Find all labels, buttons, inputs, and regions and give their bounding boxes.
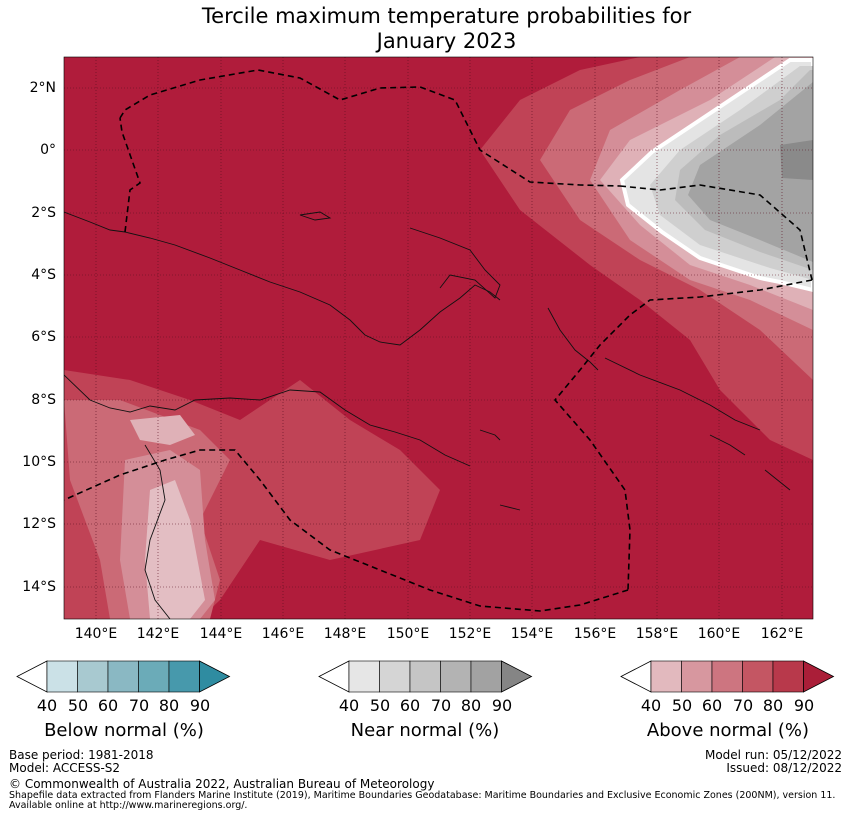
below-colorbar-segment xyxy=(46,660,78,693)
above-normal-40-zone-torres xyxy=(130,415,195,445)
lat-tick-14s: 14°S xyxy=(22,579,56,595)
cape-york-coast xyxy=(144,444,171,619)
lon-tick-158e: 158°E xyxy=(635,626,679,642)
near-colorbar-segment xyxy=(470,660,502,693)
above-normal-title: Above normal (%) xyxy=(646,720,810,741)
near-colorbar-segment xyxy=(409,660,441,693)
png-eez-boundary xyxy=(64,69,813,612)
model-name: Model: ACCESS-S2 xyxy=(9,761,121,775)
near-tick-60: 60 xyxy=(399,696,421,715)
louisiade-coast xyxy=(479,429,521,511)
makira-coast xyxy=(709,434,791,491)
below-colorbar-segment xyxy=(168,660,200,693)
lon-tick-154e: 154°E xyxy=(510,626,554,642)
west-eez-boundary xyxy=(119,117,141,233)
lat-tick-2s: 2°S xyxy=(31,205,56,221)
lon-tick-152e: 152°E xyxy=(448,626,492,642)
above-colorbar-under-arrow xyxy=(620,660,652,693)
near-tick-40: 40 xyxy=(338,696,360,715)
eez-boundaries xyxy=(64,69,813,612)
above-colorbar-segment xyxy=(681,660,713,693)
lat-tick-10s: 10°S xyxy=(22,454,56,470)
below-tick-80: 80 xyxy=(158,696,180,715)
above-colorbar-over-arrow xyxy=(803,660,835,693)
near-colorbar-under-arrow xyxy=(318,660,350,693)
lon-tick-148e: 148°E xyxy=(323,626,367,642)
solomon-islands-coast xyxy=(604,357,761,431)
lon-tick-162e: 162°E xyxy=(760,626,804,642)
lat-tick-12s: 12°S xyxy=(22,516,56,532)
above-tick-90: 90 xyxy=(793,696,815,715)
model-run: Model run: 05/12/2022 xyxy=(704,748,842,762)
lon-tick-160e: 160°E xyxy=(697,626,741,642)
below-tick-40: 40 xyxy=(36,696,58,715)
near-tick-70: 70 xyxy=(430,696,452,715)
lon-tick-146e: 146°E xyxy=(261,626,305,642)
title-line-1: Tercile maximum temperature probabilitie… xyxy=(201,4,692,28)
near-colorbar-over-arrow xyxy=(501,660,533,693)
title-line-2: January 2023 xyxy=(376,29,517,53)
near-normal-90-zone xyxy=(780,140,813,180)
bougainville-coast xyxy=(547,307,599,371)
below-tick-70: 70 xyxy=(128,696,150,715)
lon-tick-140e: 140°E xyxy=(74,626,118,642)
above-normal-colorbar xyxy=(620,660,835,693)
new-britain-coast xyxy=(409,227,501,299)
lat-tick-4s: 4°S xyxy=(31,267,56,283)
issued-date: Issued: 08/12/2022 xyxy=(726,761,842,775)
map-title: Tercile maximum temperature probabilitie… xyxy=(0,4,850,54)
new-guinea-south-coast xyxy=(64,374,471,467)
lon-tick-142e: 142°E xyxy=(136,626,180,642)
new-hanover-coast xyxy=(299,211,332,221)
lat-tick-0: 0° xyxy=(40,142,56,158)
lon-tick-156e: 156°E xyxy=(573,626,617,642)
lat-tick-8s: 8°S xyxy=(31,392,56,408)
above-tick-50: 50 xyxy=(671,696,693,715)
near-normal-title: Near normal (%) xyxy=(350,720,500,741)
lon-tick-144e: 144°E xyxy=(199,626,243,642)
below-normal-colorbar xyxy=(16,660,231,693)
near-normal-colorbar xyxy=(318,660,533,693)
base-period: Base period: 1981-2018 xyxy=(9,748,154,762)
new-guinea-north-coast xyxy=(64,211,501,346)
shapefile-credit-line-2: Available online at http://www.marinereg… xyxy=(9,800,248,811)
coastlines xyxy=(64,211,791,619)
near-colorbar-segment xyxy=(379,660,411,693)
below-tick-60: 60 xyxy=(97,696,119,715)
below-colorbar-under-arrow xyxy=(16,660,48,693)
above-colorbar-segment xyxy=(650,660,682,693)
probability-map xyxy=(63,56,814,620)
below-colorbar-segment xyxy=(77,660,109,693)
lon-tick-150e: 150°E xyxy=(386,626,430,642)
near-colorbar-segment xyxy=(348,660,380,693)
shapefile-credit-line-1: Shapefile data extracted from Flanders M… xyxy=(9,790,836,801)
below-colorbar-over-arrow xyxy=(199,660,231,693)
below-normal-title: Below normal (%) xyxy=(44,720,204,741)
lat-tick-6s: 6°S xyxy=(31,329,56,345)
above-tick-80: 80 xyxy=(762,696,784,715)
near-tick-50: 50 xyxy=(369,696,391,715)
above-colorbar-segment xyxy=(742,660,774,693)
below-colorbar-segment xyxy=(107,660,139,693)
graticule xyxy=(64,57,813,619)
above-tick-70: 70 xyxy=(732,696,754,715)
below-tick-50: 50 xyxy=(67,696,89,715)
above-tick-60: 60 xyxy=(701,696,723,715)
near-tick-90: 90 xyxy=(491,696,513,715)
map-frame xyxy=(63,56,814,620)
above-tick-40: 40 xyxy=(640,696,662,715)
above-colorbar-segment xyxy=(772,660,804,693)
near-colorbar-segment xyxy=(440,660,472,693)
below-tick-90: 90 xyxy=(189,696,211,715)
above-colorbar-segment xyxy=(711,660,743,693)
above-normal-low-zone-cape xyxy=(145,480,205,619)
lat-tick-2n: 2°N xyxy=(29,80,56,96)
copyright-notice: © Commonwealth of Australia 2022, Austra… xyxy=(9,777,435,791)
below-colorbar-segment xyxy=(138,660,170,693)
near-tick-80: 80 xyxy=(460,696,482,715)
